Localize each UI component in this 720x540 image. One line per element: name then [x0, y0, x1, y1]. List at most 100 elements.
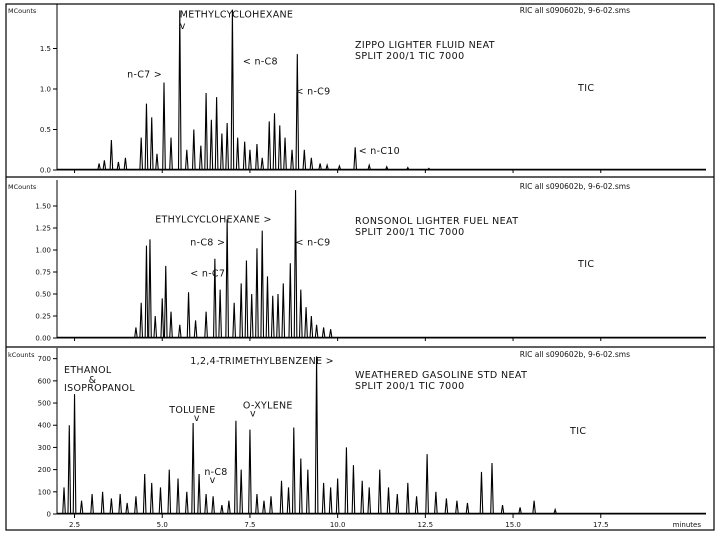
peak	[293, 190, 298, 339]
y-tick-label: 1.50	[35, 203, 51, 211]
peak	[186, 292, 191, 339]
peak	[367, 163, 372, 171]
panel-header: RIC all s090602b, 9-6-02.sms	[520, 350, 630, 359]
peak	[255, 144, 259, 171]
sample-comment-line: SPLIT 200/1 TIC 7000	[355, 381, 465, 392]
peak	[160, 298, 165, 339]
x-tick-label: 7.5	[244, 521, 255, 529]
peak	[386, 487, 391, 515]
y-tick-label: 1.0	[40, 86, 51, 94]
x-tick-label: 5.0	[157, 521, 168, 529]
peak	[90, 493, 94, 515]
peak	[227, 500, 231, 515]
peak	[532, 500, 536, 515]
sample-comment-line: SPLIT 200/1 TIC 7000	[355, 227, 465, 238]
peak	[169, 311, 173, 339]
peak	[255, 493, 259, 515]
peak	[465, 502, 470, 515]
peak	[72, 394, 77, 515]
peak	[220, 505, 224, 515]
peak	[123, 157, 128, 171]
y-tick-label: 1.25	[35, 225, 51, 233]
peak	[204, 93, 208, 171]
peak	[384, 165, 389, 171]
peak	[198, 145, 203, 171]
peak	[255, 248, 259, 339]
peak	[239, 469, 244, 515]
peak	[148, 239, 152, 339]
peak	[500, 505, 505, 515]
peak	[116, 161, 121, 171]
peak	[218, 289, 222, 339]
sample-comment-line: SPLIT 200/1 TIC 7000	[355, 51, 465, 62]
y-tick-label: 300	[38, 444, 51, 452]
panel-header: RIC all s090602b, 9-6-02.sms	[520, 6, 630, 15]
peak	[235, 137, 240, 171]
peak	[314, 324, 319, 339]
peak	[325, 163, 329, 171]
peak	[272, 113, 277, 171]
peak	[309, 157, 314, 171]
peak	[209, 119, 214, 171]
peak	[232, 302, 237, 339]
peak-annotation: TOLUENE	[168, 405, 215, 416]
peak	[314, 356, 319, 515]
peak	[100, 491, 105, 515]
peak	[304, 307, 308, 339]
y-tick-label: 0.00	[35, 335, 51, 343]
x-tick-label: 17.5	[593, 521, 609, 529]
peak	[262, 500, 266, 515]
peak	[281, 283, 286, 339]
peak	[277, 125, 282, 171]
y-tick-label: 200	[38, 466, 51, 474]
peak	[305, 469, 310, 515]
peak	[242, 141, 247, 171]
peak	[267, 121, 272, 171]
peak	[177, 324, 182, 339]
peak	[321, 327, 326, 339]
peak-annotation: v	[250, 408, 256, 419]
peak	[220, 133, 224, 171]
peak	[225, 219, 229, 339]
peak	[211, 496, 215, 515]
peak	[335, 478, 340, 515]
peak	[344, 447, 349, 515]
peak	[193, 320, 198, 339]
peak	[149, 482, 154, 515]
peak	[177, 10, 182, 171]
peak	[144, 245, 149, 339]
peak	[328, 487, 333, 515]
peak	[260, 157, 265, 171]
y-tick-label: 0.25	[35, 313, 51, 321]
peak	[167, 469, 172, 515]
peak	[276, 293, 280, 339]
figure-frame	[5, 3, 715, 531]
peak	[144, 103, 149, 171]
peak	[225, 123, 229, 171]
peak	[204, 311, 208, 339]
peak-annotation: < n-C10	[359, 146, 400, 157]
peak	[248, 149, 252, 171]
peak-annotation: ISOPROPANOL	[64, 383, 135, 394]
peak	[405, 482, 410, 515]
peak	[97, 163, 101, 171]
peak	[279, 480, 284, 515]
peak-annotation: 1,2,4-TRIMETHYLBENZENE >	[190, 356, 334, 367]
peak-annotation: METHYLCYCLOHEXANE	[180, 10, 293, 21]
peak	[295, 54, 300, 171]
peak	[197, 474, 201, 515]
peak	[125, 502, 130, 515]
peak	[434, 491, 438, 515]
y-unit-label: MCounts	[8, 7, 37, 15]
peak	[163, 265, 168, 339]
peak	[298, 458, 303, 515]
peak	[102, 160, 107, 171]
peak	[414, 496, 419, 515]
y-tick-label: 700	[38, 355, 51, 363]
peak	[153, 315, 158, 339]
peak	[353, 147, 358, 171]
peak-annotation: &	[89, 375, 97, 386]
panel-header: RIC all s090602b, 9-6-02.sms	[520, 182, 630, 191]
peak	[176, 478, 180, 515]
peak	[269, 496, 273, 515]
